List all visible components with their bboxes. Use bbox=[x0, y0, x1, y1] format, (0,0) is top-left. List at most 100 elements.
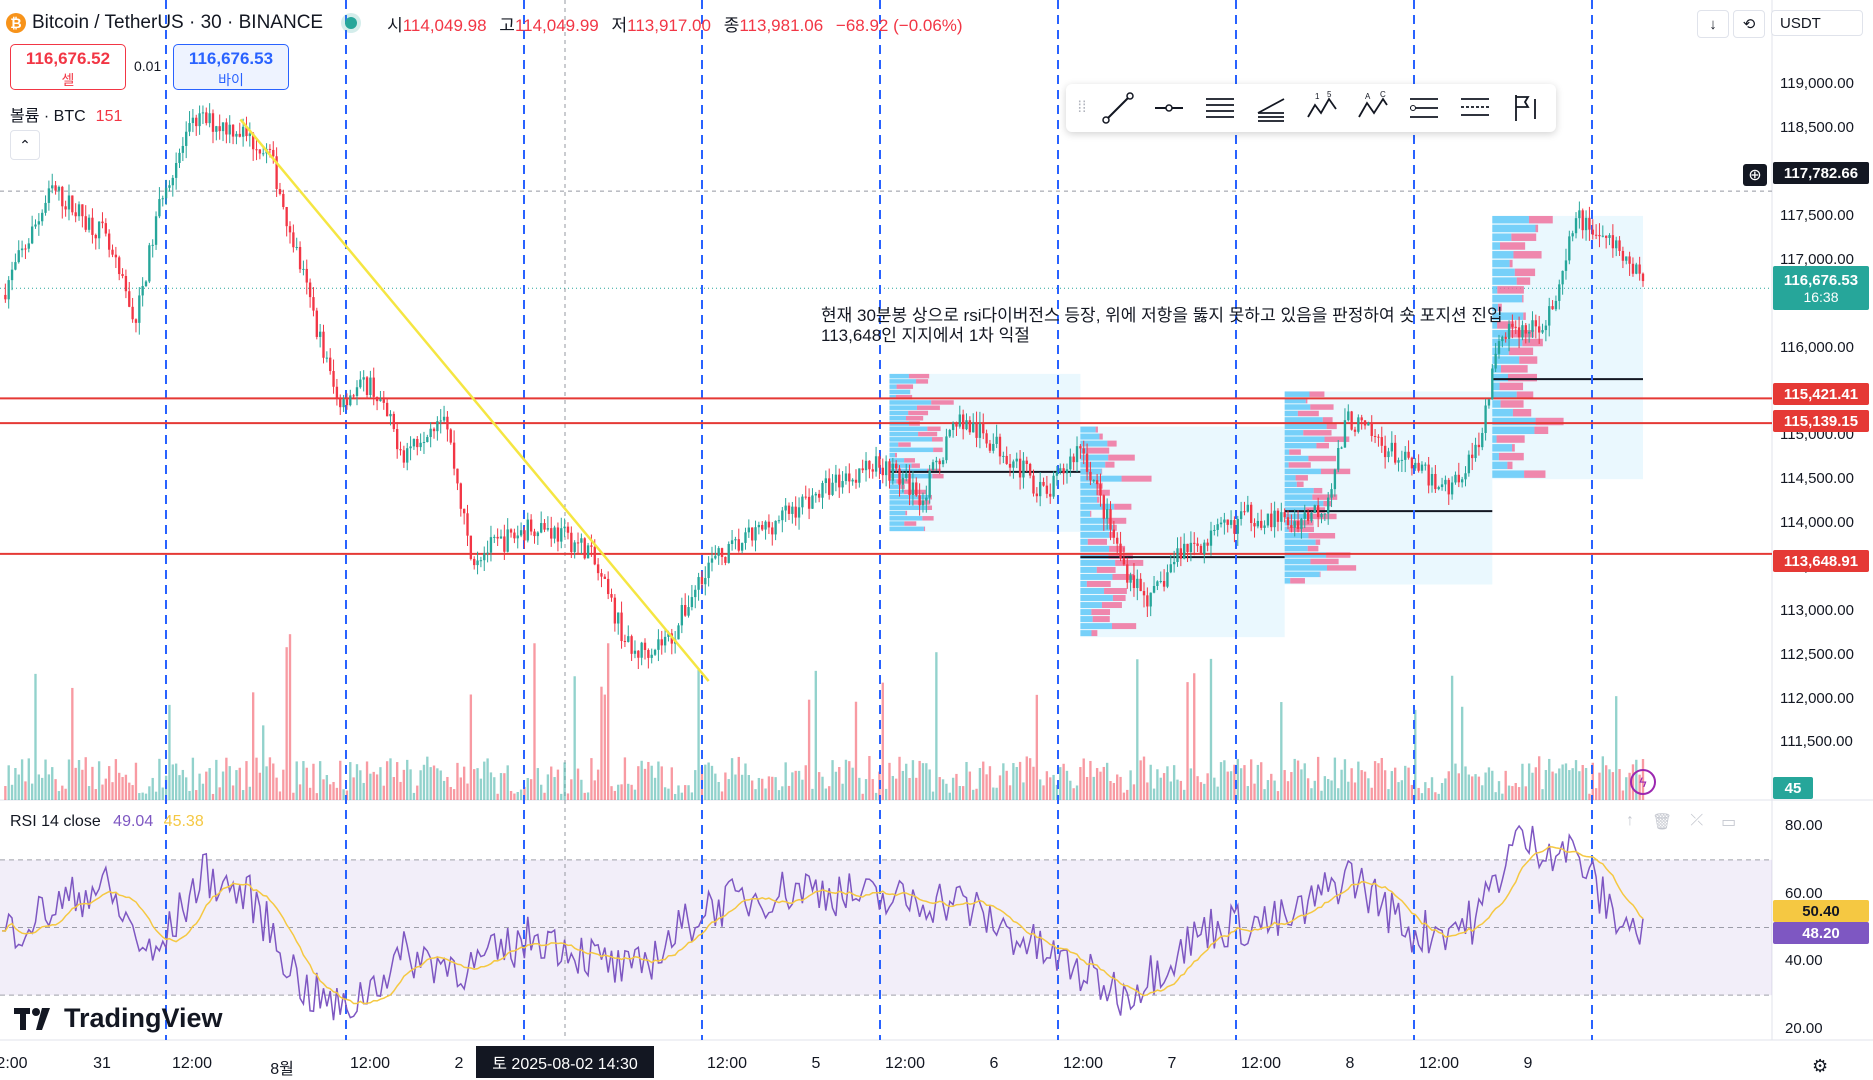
volume-bar bbox=[1427, 788, 1430, 800]
volume-profile-row bbox=[1284, 391, 1310, 397]
symbol-title[interactable]: Bitcoin / TetherUS · 30 · BINANCE bbox=[32, 12, 324, 33]
candle-body bbox=[1012, 461, 1015, 468]
volume-bar bbox=[1611, 772, 1615, 800]
drag-handle-icon[interactable]: ⁞⁞ bbox=[1077, 99, 1087, 116]
candle-body bbox=[637, 650, 640, 658]
flag-marker-tool[interactable] bbox=[1500, 84, 1551, 132]
market-status-icon[interactable] bbox=[345, 17, 358, 29]
trend-line-tool[interactable] bbox=[1092, 84, 1143, 132]
buy-button[interactable]: 116,676.53 바이 bbox=[173, 44, 289, 90]
candle-body bbox=[653, 649, 657, 655]
ohlc-low-value: 113,917.00 bbox=[627, 15, 711, 35]
candle-body bbox=[1407, 451, 1410, 458]
volume-profile-row bbox=[1284, 565, 1327, 571]
volume-bar bbox=[1203, 783, 1206, 800]
fib-fan-tool[interactable] bbox=[1245, 84, 1296, 132]
sell-price: 116,676.52 bbox=[25, 49, 111, 68]
tradingview-logo[interactable]: TradingView bbox=[14, 1003, 223, 1034]
volume-profile-row bbox=[889, 426, 928, 432]
candle-body bbox=[20, 248, 24, 251]
reset-view-button[interactable]: ⟲ bbox=[1733, 10, 1765, 38]
currency-selector[interactable]: USDT bbox=[1771, 10, 1863, 36]
fib-extension-tool[interactable] bbox=[1449, 84, 1500, 132]
candle-body bbox=[124, 275, 128, 292]
candle-body bbox=[268, 148, 272, 150]
volume-profile-row bbox=[1087, 538, 1107, 545]
candle-body bbox=[1370, 422, 1373, 436]
candle-body bbox=[452, 442, 456, 469]
candle-body bbox=[1467, 454, 1471, 474]
candle-body bbox=[978, 423, 982, 438]
volume-bar bbox=[854, 701, 858, 800]
move-up-icon[interactable]: ↑ bbox=[1626, 812, 1634, 829]
parallel-channel-tool[interactable] bbox=[1194, 84, 1245, 132]
volume-bar bbox=[1193, 673, 1196, 800]
buy-label: 바이 bbox=[218, 72, 244, 88]
crosshair-add-icon[interactable]: ⊕ bbox=[1743, 164, 1767, 186]
candle-body bbox=[697, 577, 700, 590]
sell-button[interactable]: 116,676.52 셀 bbox=[10, 44, 126, 90]
volume-bar bbox=[1394, 767, 1397, 800]
horizontal-ray-tool[interactable] bbox=[1143, 84, 1194, 132]
collapse-icon[interactable]: ⤫ bbox=[1690, 812, 1704, 829]
collapse-legend-button[interactable]: ⌃ bbox=[10, 130, 40, 160]
volume-profile-row bbox=[1511, 233, 1537, 241]
volume-bar bbox=[459, 777, 462, 800]
candle-body bbox=[466, 513, 469, 536]
candle-body bbox=[406, 448, 409, 463]
candle-body bbox=[1099, 484, 1102, 496]
candle-body bbox=[1229, 520, 1233, 525]
volume-profile-row bbox=[889, 400, 932, 405]
volume-bar bbox=[1320, 790, 1323, 800]
volume-legend[interactable]: 볼륨 · BTC 151 bbox=[10, 102, 122, 126]
candle-body bbox=[131, 306, 134, 320]
candle-body bbox=[513, 532, 516, 539]
candle-body bbox=[211, 113, 215, 132]
candle-body bbox=[1514, 326, 1517, 328]
volume-bar bbox=[339, 760, 342, 800]
candle-body bbox=[1635, 264, 1638, 274]
candle-body bbox=[1538, 326, 1541, 333]
fib-retracement-tool[interactable] bbox=[1398, 84, 1449, 132]
maximize-icon[interactable]: ▭ bbox=[1721, 814, 1737, 831]
volume-profile-row bbox=[1499, 382, 1524, 391]
volume-bar bbox=[1119, 776, 1122, 800]
candle-body bbox=[164, 187, 168, 199]
lightning-icon[interactable]: ϟ bbox=[1630, 769, 1656, 795]
scroll-down-button[interactable]: ↓ bbox=[1697, 10, 1729, 38]
settings-gear-icon[interactable]: ⚙ bbox=[1812, 1056, 1829, 1076]
volume-bar bbox=[630, 784, 633, 800]
volume-profile-row bbox=[1326, 565, 1357, 571]
candle-body bbox=[871, 469, 874, 472]
volume-bar bbox=[10, 784, 14, 800]
volume-profile-row bbox=[889, 489, 905, 495]
price-tick: 112,000.00 bbox=[1780, 689, 1854, 707]
volume-bar bbox=[975, 788, 978, 800]
candle-body bbox=[27, 243, 30, 249]
candle-body bbox=[811, 495, 814, 509]
trade-annotation[interactable]: 현재 30분봉 상으로 rsi다이버전스 등장, 위에 저항을 뚫지 못하고 있… bbox=[821, 306, 1503, 346]
volume-bar bbox=[1183, 789, 1186, 800]
candle-body bbox=[536, 532, 540, 537]
volume-bar bbox=[486, 758, 489, 800]
rsi-tick: 60.00 bbox=[1785, 884, 1823, 902]
price-tick: 114,500.00 bbox=[1780, 470, 1854, 488]
volume-bar bbox=[1065, 770, 1069, 800]
volume-bar bbox=[1444, 778, 1447, 800]
volume-profile-row bbox=[904, 458, 915, 463]
volume-profile-row bbox=[1307, 545, 1319, 552]
candle-body bbox=[975, 422, 978, 438]
volume-bar bbox=[714, 773, 717, 800]
rsi-legend[interactable]: RSI 14 close 49.04 45.38 bbox=[10, 813, 204, 831]
volume-bar bbox=[1323, 776, 1327, 800]
volume-profile-row bbox=[889, 373, 909, 379]
volume-bar bbox=[941, 779, 945, 800]
delete-icon[interactable]: 🗑 bbox=[1652, 814, 1673, 831]
volume-bar bbox=[1383, 770, 1387, 800]
volume-bar bbox=[1246, 786, 1249, 800]
candle-body bbox=[1035, 493, 1039, 497]
volume-bar bbox=[1467, 774, 1471, 800]
